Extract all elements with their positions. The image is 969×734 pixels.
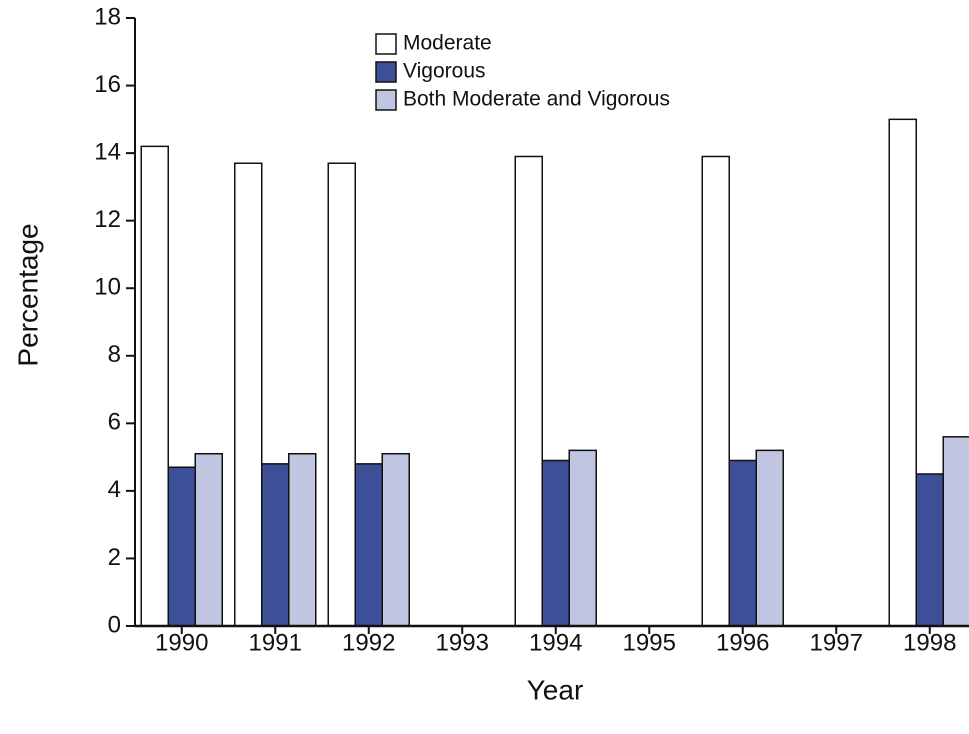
bar [381,452,410,627]
bar [140,145,169,627]
y-tick-label: 0 [108,611,121,638]
y-tick-label: 6 [108,409,121,436]
x-tick-label: 1995 [623,629,676,656]
y-tick-label: 2 [108,544,121,571]
bar [728,459,757,627]
bar [915,473,944,627]
bar [755,449,784,627]
bar [942,436,969,627]
x-tick-label: 1998 [903,629,956,656]
y-tick-label: 18 [94,3,121,30]
bar [194,452,223,627]
bar [354,463,383,627]
bar [167,466,196,627]
bar [541,459,570,627]
x-axis-title: Year [527,674,584,705]
legend-label: Moderate [403,32,492,55]
y-tick-label: 8 [108,341,121,368]
legend-swatch [375,61,397,83]
legend-swatch [375,33,397,55]
legend-label: Both Moderate and Vigorous [403,88,670,111]
bar [261,463,290,627]
x-tick-label: 1994 [529,629,582,656]
x-tick-label: 1990 [155,629,208,656]
legend-swatch [375,89,397,111]
x-tick-label: 1993 [436,629,489,656]
x-tick-label: 1992 [342,629,395,656]
y-tick-label: 4 [108,476,121,503]
y-tick-label: 10 [94,274,121,301]
bar [568,449,597,627]
y-tick-label: 12 [94,206,121,233]
x-tick-label: 1997 [810,629,863,656]
bar [288,452,317,627]
bar [701,155,730,627]
bar [234,162,263,627]
y-tick-label: 14 [94,138,121,165]
x-tick-label: 1991 [249,629,302,656]
x-tick-label: 1996 [716,629,769,656]
bar [514,155,543,627]
legend-label: Vigorous [403,60,486,83]
y-axis-title: Percentage [12,223,43,366]
bar [888,118,917,627]
y-tick-label: 16 [94,71,121,98]
bar [327,162,356,627]
